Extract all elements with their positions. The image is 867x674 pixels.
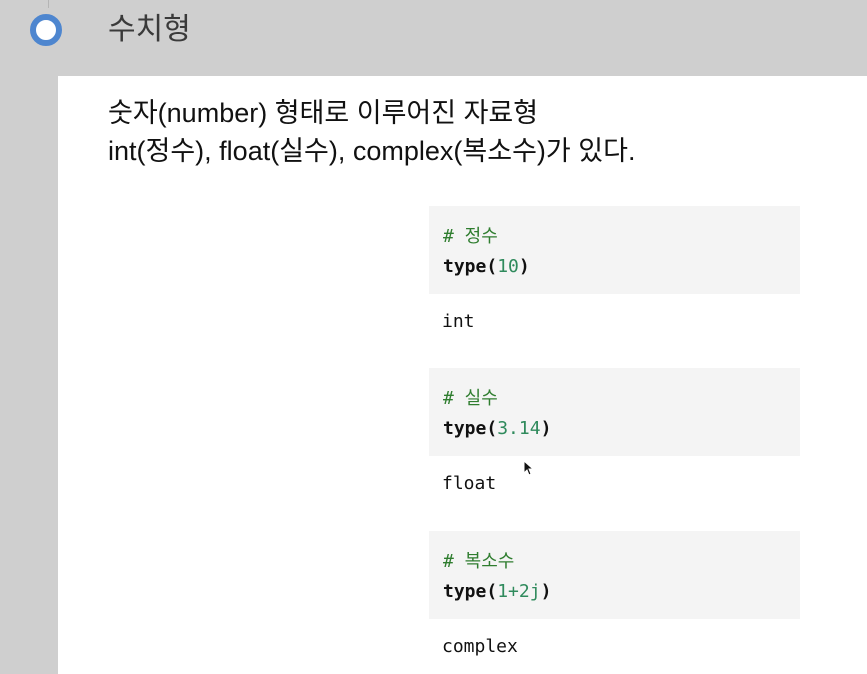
mouse-pointer-icon [523, 460, 533, 476]
description-line-1: 숫자(number) 형태로 이루어진 자료형 [108, 98, 539, 128]
code-comment: # 복소수 [443, 551, 515, 572]
code-statement: type(1+2j) [443, 581, 551, 603]
cell-output-float: float [442, 473, 497, 494]
code-function: type [443, 256, 487, 277]
code-paren-close: ) [518, 256, 530, 277]
code-cell-complex[interactable]: # 복소수 type(1+2j) [429, 531, 800, 619]
notebook-content: 숫자(number) 형태로 이루어진 자료형 int(정수), float(실… [58, 76, 867, 674]
code-paren-close: ) [540, 581, 552, 602]
code-comment: # 정수 [443, 226, 498, 247]
cell-output-int: int [442, 311, 475, 332]
code-statement: type(10) [443, 256, 530, 278]
section-bullet-icon[interactable] [30, 14, 62, 46]
header-divider [48, 0, 49, 8]
code-cell-float[interactable]: # 실수 type(3.14) [429, 368, 800, 456]
section-header: 수치형 [0, 0, 867, 76]
code-function: type [443, 581, 487, 602]
description: 숫자(number) 형태로 이루어진 자료형 int(정수), float(실… [108, 94, 635, 170]
code-statement: type(3.14) [443, 418, 551, 440]
code-paren-open: ( [486, 256, 498, 277]
code-paren-open: ( [486, 581, 498, 602]
code-function: type [443, 418, 487, 439]
code-comment: # 실수 [443, 388, 498, 409]
code-argument: 3.14 [497, 418, 541, 439]
section-title: 수치형 [108, 12, 191, 47]
code-paren-open: ( [486, 418, 498, 439]
description-line-2: int(정수), float(실수), complex(복소수)가 있다. [108, 136, 636, 166]
code-cell-int[interactable]: # 정수 type(10) [429, 206, 800, 294]
code-argument: 10 [497, 256, 519, 277]
cell-output-complex: complex [442, 636, 518, 657]
code-paren-close: ) [540, 418, 552, 439]
code-argument: 1+2j [497, 581, 541, 602]
